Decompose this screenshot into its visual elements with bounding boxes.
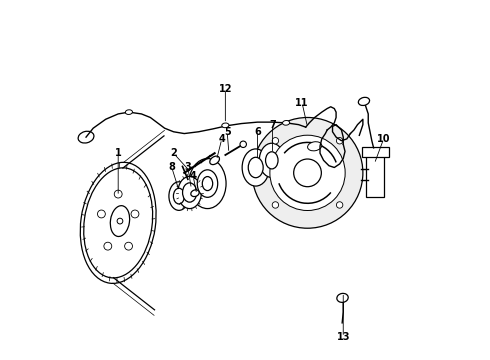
Circle shape <box>104 242 112 250</box>
Text: 8: 8 <box>169 162 175 172</box>
Ellipse shape <box>242 149 270 186</box>
Text: 1: 1 <box>115 148 122 158</box>
Text: 11: 11 <box>295 98 309 108</box>
Text: 6: 6 <box>254 127 261 137</box>
Ellipse shape <box>308 142 322 151</box>
Text: 4: 4 <box>219 134 225 144</box>
Circle shape <box>240 141 246 148</box>
Circle shape <box>114 190 122 198</box>
Ellipse shape <box>270 135 345 211</box>
Ellipse shape <box>191 190 199 197</box>
Ellipse shape <box>173 188 184 204</box>
Text: 10: 10 <box>377 134 391 144</box>
Circle shape <box>337 202 343 208</box>
Ellipse shape <box>84 168 153 278</box>
Ellipse shape <box>169 182 189 210</box>
Ellipse shape <box>125 110 132 114</box>
Circle shape <box>272 202 279 208</box>
Circle shape <box>98 210 105 218</box>
Text: 5: 5 <box>224 127 230 137</box>
Text: 4: 4 <box>190 171 196 181</box>
Circle shape <box>117 218 123 224</box>
Ellipse shape <box>266 152 278 169</box>
Ellipse shape <box>222 123 229 128</box>
Text: 2: 2 <box>170 148 177 158</box>
Circle shape <box>124 242 132 250</box>
Ellipse shape <box>358 97 369 105</box>
Ellipse shape <box>337 293 348 302</box>
Ellipse shape <box>210 156 220 165</box>
Circle shape <box>272 138 279 144</box>
FancyBboxPatch shape <box>362 147 389 157</box>
Ellipse shape <box>252 117 363 228</box>
Ellipse shape <box>183 183 196 202</box>
Circle shape <box>131 210 139 218</box>
Circle shape <box>337 138 343 144</box>
Ellipse shape <box>178 176 201 208</box>
Ellipse shape <box>78 131 94 143</box>
Ellipse shape <box>110 206 130 237</box>
Ellipse shape <box>197 170 218 197</box>
Ellipse shape <box>248 157 263 178</box>
Ellipse shape <box>283 121 290 125</box>
FancyBboxPatch shape <box>367 149 384 197</box>
Ellipse shape <box>259 143 284 177</box>
Ellipse shape <box>189 158 226 208</box>
Text: 7: 7 <box>269 120 276 130</box>
Text: 12: 12 <box>219 84 232 94</box>
Ellipse shape <box>202 176 213 190</box>
Text: 3: 3 <box>184 162 191 172</box>
Ellipse shape <box>294 159 321 187</box>
Text: 13: 13 <box>337 332 350 342</box>
